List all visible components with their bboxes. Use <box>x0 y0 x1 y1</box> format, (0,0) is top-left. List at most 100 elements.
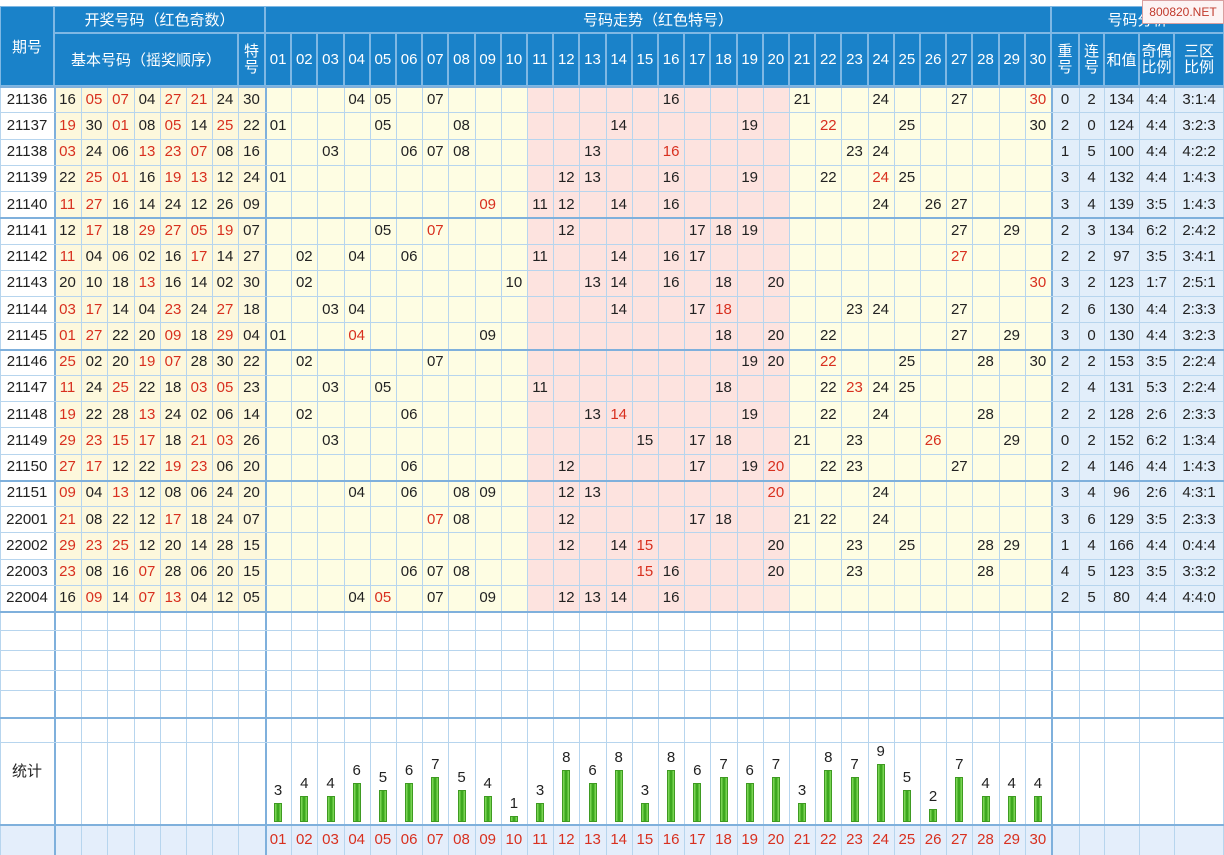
footer-number: 06 <box>400 831 418 848</box>
analysis-repeat: 1 <box>1060 143 1070 161</box>
trend-number: 08 <box>453 563 470 581</box>
trend-number: 09 <box>479 589 497 607</box>
grid-line <box>107 86 108 855</box>
base-number: 06 <box>112 143 129 161</box>
trend-number-header: 27 <box>946 33 973 86</box>
analysis-oe: 4:4 <box>1146 536 1167 554</box>
base-number: 09 <box>164 326 182 344</box>
analysis-consec: 2 <box>1087 431 1096 449</box>
frequency-bar <box>929 809 938 822</box>
frequency-bar <box>640 803 649 822</box>
grid-line <box>1079 86 1080 855</box>
base-number: 22 <box>85 405 103 423</box>
trend-number: 09 <box>479 326 497 344</box>
analysis-oe: 6:2 <box>1146 431 1167 449</box>
frequency-bar <box>588 783 597 822</box>
base-number: 20 <box>138 326 156 344</box>
analysis-consec: 2 <box>1087 405 1096 423</box>
trend-number: 20 <box>767 563 785 581</box>
frequency-count: 6 <box>352 762 361 779</box>
trend-number: 28 <box>977 405 994 423</box>
frequency-bar <box>771 777 780 822</box>
base-number: 01 <box>112 116 129 134</box>
frequency-count: 4 <box>483 775 492 792</box>
grid-line <box>0 164 1224 166</box>
grid-line <box>474 86 476 855</box>
special-number: 30 <box>243 90 260 108</box>
base-number: 16 <box>112 195 129 213</box>
analysis-repeat: 2 <box>1060 458 1070 476</box>
frequency-count: 8 <box>614 749 623 766</box>
grid-line <box>972 86 974 855</box>
frequency-count: 2 <box>928 788 938 805</box>
base-number: 29 <box>138 221 156 239</box>
base-number: 27 <box>164 221 182 239</box>
frequency-count: 4 <box>981 775 990 792</box>
base-number: 06 <box>190 484 208 502</box>
footer-number: 10 <box>505 831 523 848</box>
trend-number: 08 <box>453 510 470 528</box>
trend-number-header: 14 <box>605 33 632 86</box>
analysis-repeat: 3 <box>1060 510 1070 528</box>
trend-number-header: 10 <box>500 33 527 86</box>
grid-line <box>658 86 659 855</box>
frequency-count: 8 <box>666 749 676 766</box>
trend-number: 14 <box>610 405 628 423</box>
base-number: 22 <box>138 458 156 476</box>
base-number: 04 <box>85 484 103 502</box>
base-numbers-header: 基本号码（摇奖顺序） <box>54 33 238 86</box>
base-number: 28 <box>216 536 234 554</box>
frequency-bar <box>798 803 807 822</box>
trend-number-header: 30 <box>1024 33 1051 86</box>
base-number: 07 <box>138 563 156 581</box>
base-number: 19 <box>164 458 182 476</box>
trend-number: 25 <box>898 536 916 554</box>
analysis-consec: 4 <box>1087 484 1096 502</box>
base-number: 30 <box>216 353 234 371</box>
sum-header: 和值 <box>1104 33 1139 86</box>
footer-number: 01 <box>269 831 287 848</box>
analysis-zone: 2:5:1 <box>1182 274 1216 292</box>
trend-number: 25 <box>898 169 916 187</box>
trend-number: 07 <box>426 589 444 607</box>
analysis-oe: 4:4 <box>1146 143 1167 161</box>
trend-number: 21 <box>793 431 811 449</box>
analysis-oe: 4:4 <box>1146 326 1167 344</box>
frequency-bar <box>850 777 859 822</box>
grid-line <box>0 322 1224 324</box>
trend-number: 21 <box>793 90 811 108</box>
period-cell: 22002 <box>6 536 48 554</box>
trend-number: 07 <box>426 90 444 108</box>
trend-number: 08 <box>453 143 470 161</box>
base-number: 14 <box>216 248 234 266</box>
trend-number-header: 08 <box>448 33 475 86</box>
trend-number: 13 <box>584 169 601 187</box>
frequency-bar <box>562 770 571 822</box>
base-number: 16 <box>59 90 76 108</box>
analysis-sum: 123 <box>1108 563 1135 581</box>
trend-number: 17 <box>688 510 706 528</box>
grid-line <box>0 217 1224 220</box>
period-cell: 21150 <box>6 458 48 476</box>
analysis-sum: 146 <box>1108 458 1135 476</box>
base-number: 12 <box>112 458 129 476</box>
special-header-part: 特 <box>243 42 259 60</box>
footer-number: 07 <box>426 831 444 848</box>
grid-line <box>448 86 450 855</box>
frequency-count: 3 <box>797 782 807 799</box>
trend-number: 17 <box>688 300 706 318</box>
trend-number-header: 19 <box>736 33 763 86</box>
trend-number: 14 <box>610 300 628 318</box>
trend-number: 05 <box>374 116 392 134</box>
grid-line <box>186 86 187 855</box>
footer-number: 08 <box>453 831 470 848</box>
special-number: 23 <box>243 379 260 397</box>
trend-number-header: 13 <box>579 33 606 86</box>
trend-number: 04 <box>348 326 366 344</box>
special-number: 09 <box>243 195 260 213</box>
base-number: 14 <box>190 536 208 554</box>
frequency-bar <box>719 777 728 822</box>
base-number: 09 <box>59 484 76 502</box>
analysis-repeat: 3 <box>1060 484 1070 502</box>
grid-line <box>0 506 1224 507</box>
